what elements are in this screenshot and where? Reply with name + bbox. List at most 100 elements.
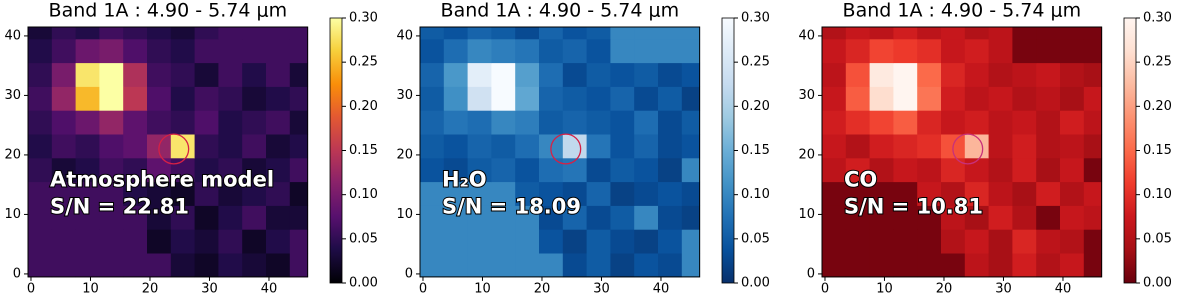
heatmap-cell (420, 110, 445, 135)
heatmap-cell (893, 86, 918, 111)
heatmap-cell (28, 38, 53, 64)
heatmap-cell (610, 62, 635, 87)
heatmap-cell (1060, 110, 1085, 135)
heatmap-cell (75, 205, 100, 230)
heatmap-cell (845, 62, 870, 87)
heatmap-cell (539, 253, 564, 278)
heatmap-cell (539, 38, 564, 64)
heatmap-cell (99, 38, 124, 64)
heatmap-cell (1012, 62, 1037, 87)
colorbar-tick-label: 0.10 (1143, 187, 1172, 202)
heatmap-cell (51, 157, 76, 183)
heatmap-cell (28, 229, 53, 254)
heatmap-cell (170, 205, 195, 230)
heatmap-cell (634, 86, 659, 111)
heatmap-cell (147, 110, 172, 135)
heatmap-cell (467, 253, 492, 278)
heatmap-cell (1083, 134, 1103, 159)
heatmap-cell (99, 134, 124, 159)
heatmap-cell (822, 38, 847, 64)
heatmap-cell (822, 205, 847, 230)
heatmap-cell (562, 110, 587, 135)
heatmap-cell (51, 110, 76, 135)
heatmap-cell (218, 205, 243, 230)
heatmap-cell (1060, 27, 1085, 40)
heatmap-cell (443, 27, 468, 40)
heatmap-cell (420, 205, 445, 230)
heatmap-cell (75, 181, 100, 206)
heatmap-cell (170, 38, 195, 64)
y-tick-label: 10 (4, 207, 21, 222)
heatmap-cell (1083, 110, 1103, 135)
heatmap-cell (1060, 205, 1085, 230)
y-tick-label: 30 (4, 88, 21, 103)
heatmap-cell (845, 110, 870, 135)
heatmap-cell (941, 38, 966, 64)
heatmap-cell (491, 157, 516, 183)
heatmap-cell (893, 134, 918, 159)
heatmap-cell (822, 86, 847, 111)
heatmap-cell (420, 253, 445, 278)
heatmap-cell (1036, 253, 1061, 278)
heatmap-cell (562, 253, 587, 278)
heatmap-cell (170, 181, 195, 206)
heatmap-cell (467, 134, 492, 159)
heatmap-cell (266, 86, 291, 111)
y-tick-label: 10 (396, 207, 413, 222)
heatmap-cell (242, 86, 267, 111)
x-tick-label: 10 (876, 281, 893, 296)
heatmap-cell (28, 134, 53, 159)
heatmap-cell (917, 62, 942, 87)
heatmap-cell (964, 27, 989, 40)
heatmap-cell (266, 157, 291, 183)
heatmap-cell (893, 38, 918, 64)
heatmap-cell (822, 157, 847, 183)
heatmap-cell (420, 27, 445, 40)
heatmap-cell (491, 62, 516, 87)
heatmap-cell (170, 229, 195, 254)
heatmap-cell (869, 134, 894, 159)
heatmap-cell (586, 38, 611, 64)
heatmap-cell (515, 157, 540, 183)
heatmap-cell (869, 157, 894, 183)
heatmap-cell (194, 134, 219, 159)
heatmap-cell (147, 27, 172, 40)
heatmap-cell (99, 110, 124, 135)
heatmap-cell (28, 86, 53, 111)
panel: Band 1A : 4.90 - 5.74 μm 0 10 20 30 40 0 10 20 30… (798, 0, 1172, 296)
heatmap-cell (1060, 38, 1085, 64)
heatmap-cell (170, 157, 195, 183)
heatmap-cell (822, 253, 847, 278)
heatmap-cell (289, 62, 309, 87)
heatmap-cell (420, 86, 445, 111)
heatmap-cell (869, 62, 894, 87)
heatmap-cell (1012, 229, 1037, 254)
heatmap-cell (610, 110, 635, 135)
heatmap-cell (266, 205, 291, 230)
heatmap-cell (75, 157, 100, 183)
heatmap-cell (658, 110, 683, 135)
heatmap-cell (147, 181, 172, 206)
heatmap-cell (289, 110, 309, 135)
heatmap-cell (658, 181, 683, 206)
heatmap-cell (893, 27, 918, 40)
heatmap-cell (491, 110, 516, 135)
heatmap-cell (893, 229, 918, 254)
heatmap-cell (586, 27, 611, 40)
heatmap-cell (658, 253, 683, 278)
x-tick-label: 0 (821, 281, 829, 296)
heatmap-cell (681, 157, 701, 183)
heatmap-cell (194, 253, 219, 278)
colorbar-tick-label: 0.30 (741, 11, 770, 26)
heatmap-cell (893, 181, 918, 206)
heatmap-cell (75, 62, 100, 87)
colorbar-tick-label: 0.05 (349, 231, 378, 246)
heatmap-cell (99, 205, 124, 230)
colorbar-tick-label: 0.20 (349, 99, 378, 114)
colorbar-tick-label: 0.30 (1143, 11, 1172, 26)
heatmap-cell (869, 205, 894, 230)
heatmap-cell (123, 229, 148, 254)
chart-title: Band 1A : 4.90 - 5.74 μm (49, 0, 288, 22)
heatmap-cell (28, 110, 53, 135)
heatmap-cell (822, 62, 847, 87)
